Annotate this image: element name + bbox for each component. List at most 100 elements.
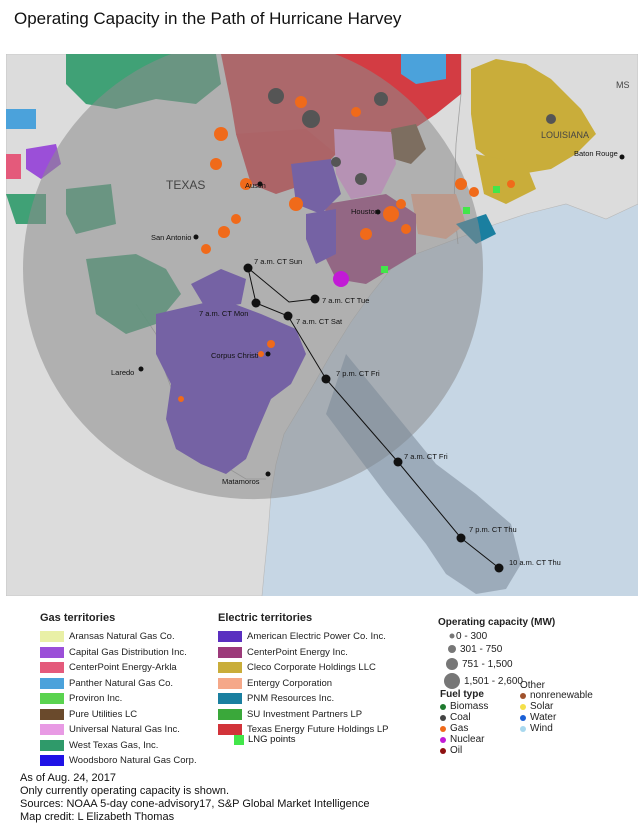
fuel-legend-item: Biomass xyxy=(440,701,488,712)
state-label-ms: MS xyxy=(616,80,630,90)
fuel-dot xyxy=(440,714,446,721)
city-label-corpus-christi: Corpus Christi xyxy=(211,351,259,360)
note-date: As of Aug. 24, 2017 xyxy=(20,772,117,784)
city-dot xyxy=(193,234,199,240)
plant-dot xyxy=(302,110,320,128)
fuel-legend-item: Solar xyxy=(520,701,553,712)
electric-territory-swatch xyxy=(218,724,242,736)
plant-dot xyxy=(383,206,399,222)
fuel-other-heading: Other xyxy=(520,680,545,691)
electric-territory-legend-item: Cleco Corporate Holdings LLC xyxy=(218,660,389,676)
fuel-label: Wind xyxy=(530,723,553,734)
lng-point xyxy=(381,266,388,273)
electric-territory-swatch xyxy=(218,646,242,658)
storm-marker xyxy=(393,457,403,467)
electric-territory-legend-item: Texas Energy Future Holdings LP xyxy=(218,722,389,738)
territory-centerpoint-arkla xyxy=(6,154,21,179)
fuel-other-heading-text: Other xyxy=(520,680,546,691)
electric-territory-label: American Electric Power Co. Inc. xyxy=(247,631,386,643)
gas-territory-label: Pure Utilities LC xyxy=(69,708,138,720)
gas-territory-legend-item: West Texas Gas, Inc. xyxy=(40,738,197,754)
electric-territory-legend-item: Entergy Corporation xyxy=(218,676,389,692)
fuel-legend-item: Nuclear xyxy=(440,734,484,745)
gas-territory-legend-item: Proviron Inc. xyxy=(40,691,197,707)
gas-territory-label: Panther Natural Gas Co. xyxy=(69,677,174,689)
electric-territory-legend-item: American Electric Power Co. Inc. xyxy=(218,629,389,645)
lng-label: LNG points xyxy=(248,734,296,745)
fuel-dot xyxy=(440,747,446,754)
power-plants xyxy=(178,88,556,402)
city-dot xyxy=(619,154,625,160)
electric-territory-legend-item: SU Investment Partners LP xyxy=(218,707,389,723)
fuel-dot xyxy=(520,692,526,699)
electric-territory-label: Entergy Corporation xyxy=(247,677,333,689)
storm-marker xyxy=(243,263,253,273)
plant-dot xyxy=(231,214,241,224)
gas-territory-legend-item: Universal Natural Gas Inc. xyxy=(40,722,197,738)
track-label: 7 a.m. CT Fri xyxy=(404,452,448,461)
electric-territory-label: CenterPoint Energy Inc. xyxy=(247,646,348,658)
fuel-type-legend: Fuel type Other Biomass Coal Gas Nuclear Oil… xyxy=(440,680,640,769)
track-label: 7 p.m. CT Fri xyxy=(336,369,380,378)
city-dot xyxy=(257,181,263,187)
fuel-legend-item: Water xyxy=(520,712,556,723)
capacity-circle-3 xyxy=(446,658,458,670)
fuel-dot xyxy=(440,725,446,732)
track-label: 7 a.m. CT Mon xyxy=(199,309,248,318)
plant-dot xyxy=(455,178,467,190)
fuel-label: Biomass xyxy=(450,701,489,712)
plant-dot xyxy=(331,157,341,167)
fuel-label: Oil xyxy=(450,745,463,756)
gas-territory-label: Capital Gas Distribution Inc. xyxy=(69,646,187,658)
gas-territory-legend-item: CenterPoint Energy-Arkla xyxy=(40,660,197,676)
city-dot xyxy=(375,209,381,215)
gas-territory-label: Woodsboro Natural Gas Corp. xyxy=(69,755,197,767)
electric-territory-label: Texas Energy Future Holdings LP xyxy=(247,724,389,736)
electric-territories-legend: Electric territories American Electric P… xyxy=(218,612,389,738)
capacity-circle-4 xyxy=(444,673,460,689)
plant-dot xyxy=(401,224,411,234)
city-label-houston: Houston xyxy=(351,207,379,216)
capacity-legend-heading: Operating capacity (MW) xyxy=(438,617,556,628)
gas-territory-label: CenterPoint Energy-Arkla xyxy=(69,662,177,674)
city-dots xyxy=(138,154,625,477)
fuel-legend-item: Gas xyxy=(440,723,468,734)
fuel-legend-item: nonrenewable xyxy=(520,690,593,701)
capacity-circles xyxy=(444,633,460,689)
note-sources: Sources: NOAA 5-day cone-advisory17, S&P… xyxy=(20,798,370,810)
gas-territory-label: Universal Natural Gas Inc. xyxy=(69,724,180,736)
gas-territory-swatch xyxy=(40,755,64,767)
gas-territory-label: Proviron Inc. xyxy=(69,693,123,705)
plant-dot xyxy=(295,96,307,108)
plant-dot xyxy=(546,114,556,124)
gas-territory-swatch xyxy=(40,739,64,751)
capacity-label-1: 0 - 300 xyxy=(456,631,488,642)
storm-marker xyxy=(321,374,331,384)
gas-territory-legend-item: Panther Natural Gas Co. xyxy=(40,676,197,692)
plant-dot xyxy=(268,88,284,104)
note-credit: Map credit: L Elizabeth Thomas xyxy=(20,811,175,823)
fuel-legend-item: Wind xyxy=(520,723,553,734)
storm-marker xyxy=(310,294,320,304)
city-label-laredo: Laredo xyxy=(111,368,134,377)
plant-dot xyxy=(240,178,252,190)
plant-dot xyxy=(218,226,230,238)
storm-marker xyxy=(251,298,261,308)
plant-dot xyxy=(360,228,372,240)
territory-panther-gas-2 xyxy=(6,109,36,129)
fuel-dot xyxy=(520,725,526,732)
fuel-label: Solar xyxy=(530,701,554,712)
electric-territory-label: PNM Resources Inc. xyxy=(247,693,335,705)
track-label: 7 a.m. CT Sun xyxy=(254,257,302,266)
territory-cleco xyxy=(471,59,596,174)
gas-territory-swatch xyxy=(40,662,64,674)
fuel-dot xyxy=(520,703,526,710)
fuel-label: Water xyxy=(530,712,557,723)
electric-territory-legend-item: PNM Resources Inc. xyxy=(218,691,389,707)
plant-dot xyxy=(351,107,361,117)
track-label: 7 a.m. CT Sat xyxy=(296,317,343,326)
gas-territory-swatch xyxy=(40,677,64,689)
page-title: Operating Capacity in the Path of Hurric… xyxy=(14,9,402,28)
track-label: 7 a.m. CT Tue xyxy=(322,296,369,305)
capacity-label-4: 1,501 - 2,600 xyxy=(464,676,523,687)
